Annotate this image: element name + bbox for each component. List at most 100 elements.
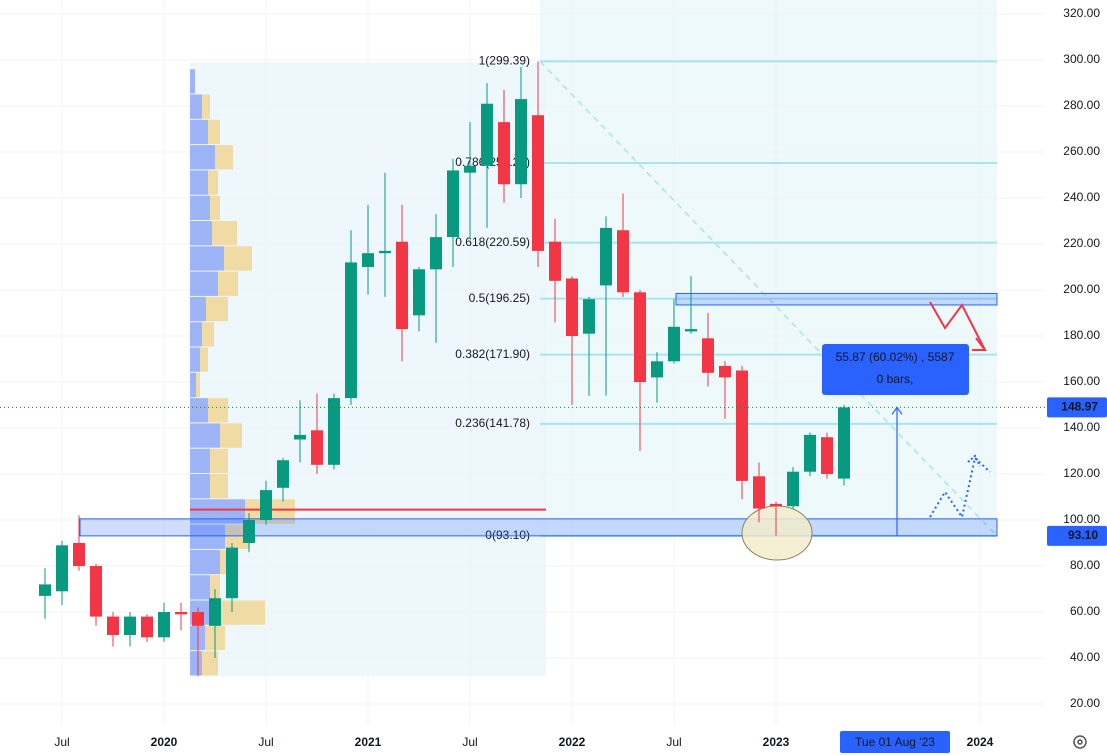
candle-body: [753, 476, 765, 509]
profile-up: [190, 246, 224, 271]
candle-body: [498, 122, 510, 185]
candle-body: [39, 584, 51, 596]
profile-down: [210, 575, 220, 600]
fib-label: 1(299.39): [479, 54, 530, 68]
profile-up: [190, 524, 225, 549]
profile-up: [190, 119, 208, 145]
candle-body: [804, 434, 816, 472]
candle-body: [226, 547, 238, 599]
fib-label: 0.382(171.90): [455, 347, 530, 361]
y-tick-label: 80.00: [1070, 558, 1100, 572]
y-tick-label: 320.00: [1063, 6, 1100, 20]
measure-arrow-head: [891, 406, 903, 415]
candle-body: [277, 460, 289, 488]
candle-body: [617, 230, 629, 293]
profile-down: [220, 600, 265, 625]
profile-up: [190, 271, 218, 296]
y-tick-label: 160.00: [1063, 374, 1100, 388]
profile-down: [210, 474, 228, 499]
candle-body: [90, 566, 102, 617]
price-badge-label: 93.10: [1068, 528, 1098, 542]
candle-body: [549, 241, 561, 281]
x-tick-label: Jul: [54, 735, 69, 749]
profile-up: [190, 296, 206, 322]
crosshair-date-badge: [840, 731, 950, 753]
profile-up: [190, 221, 212, 246]
candle-body: [192, 612, 204, 626]
profile-down: [210, 448, 228, 474]
x-tick-label: Jul: [462, 735, 477, 749]
profile-up: [190, 347, 200, 372]
candle-body: [583, 299, 595, 334]
candle-body: [345, 262, 357, 399]
fib-label: 0(93.10): [485, 528, 530, 542]
candle-body: [124, 616, 136, 636]
profile-up: [190, 499, 245, 524]
profile-down: [224, 246, 252, 271]
candle-body: [481, 103, 493, 166]
candle-body: [702, 338, 714, 373]
candle-body: [736, 370, 748, 481]
gear-center[interactable]: [1077, 739, 1083, 745]
y-tick-label: 220.00: [1063, 236, 1100, 250]
price-zone: [675, 292, 998, 306]
x-tick-label: Jul: [666, 735, 681, 749]
price-badge: [1047, 397, 1107, 418]
y-tick-label: 40.00: [1070, 650, 1100, 664]
candle-body: [838, 407, 850, 479]
x-tick-label: 2022: [559, 735, 586, 749]
candle-body: [770, 503, 782, 507]
candle-body: [685, 329, 697, 332]
candle-body: [73, 543, 85, 567]
profile-down: [202, 94, 210, 119]
price-zone: [79, 518, 998, 537]
measure-bars: 0 bars,: [877, 372, 914, 386]
candle-body: [634, 292, 646, 383]
candle-body: [260, 490, 272, 521]
candle-body: [362, 253, 374, 268]
profile-down: [206, 296, 228, 322]
profile-down: [220, 423, 242, 448]
profile-down: [202, 651, 218, 676]
y-tick-label: 240.00: [1063, 190, 1100, 204]
gear[interactable]: [1073, 735, 1087, 749]
projection-arrow-blue: [929, 456, 991, 520]
profile-up: [190, 448, 210, 474]
profile-up: [190, 651, 202, 676]
profile-up: [190, 94, 202, 119]
profile-up: [190, 474, 210, 499]
x-tick-label: 2024: [967, 735, 994, 749]
y-tick-label: 200.00: [1063, 282, 1100, 296]
candle-body: [787, 471, 799, 507]
fib-area: [540, 0, 997, 536]
profile-up: [190, 170, 208, 195]
profile-up: [190, 549, 220, 575]
profile-up: [190, 322, 202, 347]
y-tick-label: 60.00: [1070, 604, 1100, 618]
profile-down: [200, 347, 208, 372]
arrow-head: [967, 454, 981, 467]
profile-up: [190, 69, 195, 94]
profile-up: [190, 398, 208, 423]
profile-down: [210, 195, 220, 221]
candle-body: [413, 269, 425, 316]
candle-body: [464, 165, 476, 173]
candle-body: [209, 598, 221, 626]
candle-body: [515, 99, 527, 185]
y-tick-label: 180.00: [1063, 328, 1100, 342]
candle-body: [600, 227, 612, 286]
profile-down: [196, 372, 200, 398]
arrow-head: [972, 337, 987, 351]
crosshair-date-label: Tue 01 Aug '23: [855, 735, 935, 749]
candle-body: [668, 326, 680, 362]
candle-body: [175, 612, 187, 615]
settings-icon[interactable]: [1073, 735, 1087, 749]
profile-down: [215, 145, 233, 170]
y-tick-label: 300.00: [1063, 52, 1100, 66]
measure-label: 55.87 (60.02%) , 5587: [836, 350, 955, 364]
fib-label: 0.618(220.59): [455, 235, 530, 249]
y-tick-label: 100.00: [1063, 512, 1100, 526]
y-tick-label: 20.00: [1070, 696, 1100, 710]
profile-down: [208, 170, 218, 195]
